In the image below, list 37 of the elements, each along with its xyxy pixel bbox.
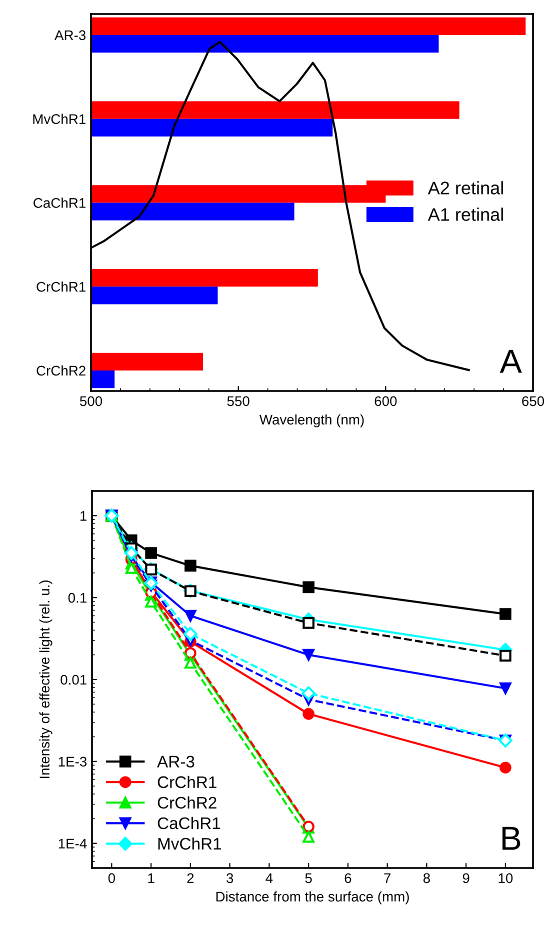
x-tick-label: 550 <box>227 396 250 406</box>
x-axis-title: Distance from the surface (mm) <box>216 891 409 904</box>
x-tick-label: 8 <box>423 873 430 884</box>
x-tick-label: 600 <box>374 396 397 406</box>
legend-label: MvChR1 <box>158 837 222 850</box>
legend-label: CrChR1 <box>158 776 216 788</box>
legend-label: A1 retinal <box>428 208 503 221</box>
x-tick-label: 5 <box>305 873 312 884</box>
annotation: B <box>502 826 520 850</box>
x-axis-title: Wavelength (nm) <box>259 414 364 428</box>
x-tick-label: 0 <box>108 873 116 884</box>
x-tick-label: 500 <box>80 396 102 406</box>
y-tick-label: AR-3 <box>54 30 86 40</box>
y-tick-label: CaChR1 <box>34 198 86 208</box>
y-tick-label: 1E-3 <box>58 756 87 767</box>
x-tick-label: 6 <box>344 873 352 884</box>
x-tick-label: 9 <box>462 873 470 884</box>
x-tick-label: 10 <box>498 873 513 884</box>
legend-label: A2 retinal <box>428 181 503 194</box>
x-tick-label: 1 <box>148 873 154 883</box>
x-tick-label: 650 <box>522 396 544 406</box>
x-tick-label: 4 <box>266 873 273 883</box>
y-tick-label: 1 <box>80 511 86 521</box>
legend-label: CrChR2 <box>158 796 216 809</box>
y-tick-label: MvChR1 <box>33 114 86 124</box>
y-tick-label: CrChR2 <box>36 365 86 376</box>
y-tick-label: 1E-4 <box>58 838 87 848</box>
x-tick-label: 2 <box>187 873 194 883</box>
legend-label: AR-3 <box>157 756 194 768</box>
x-tick-label: 3 <box>226 873 234 884</box>
y-tick-label: 0.1 <box>68 592 86 603</box>
y-tick-label: 0.01 <box>60 674 86 685</box>
x-tick-label: 7 <box>384 873 390 883</box>
legend-label: CaChR1 <box>158 816 220 830</box>
y-tick-label: CrChR1 <box>36 282 86 292</box>
y-axis-title: Intensity of effective light (rel. u.) <box>39 580 52 778</box>
annotation: A <box>500 350 522 373</box>
